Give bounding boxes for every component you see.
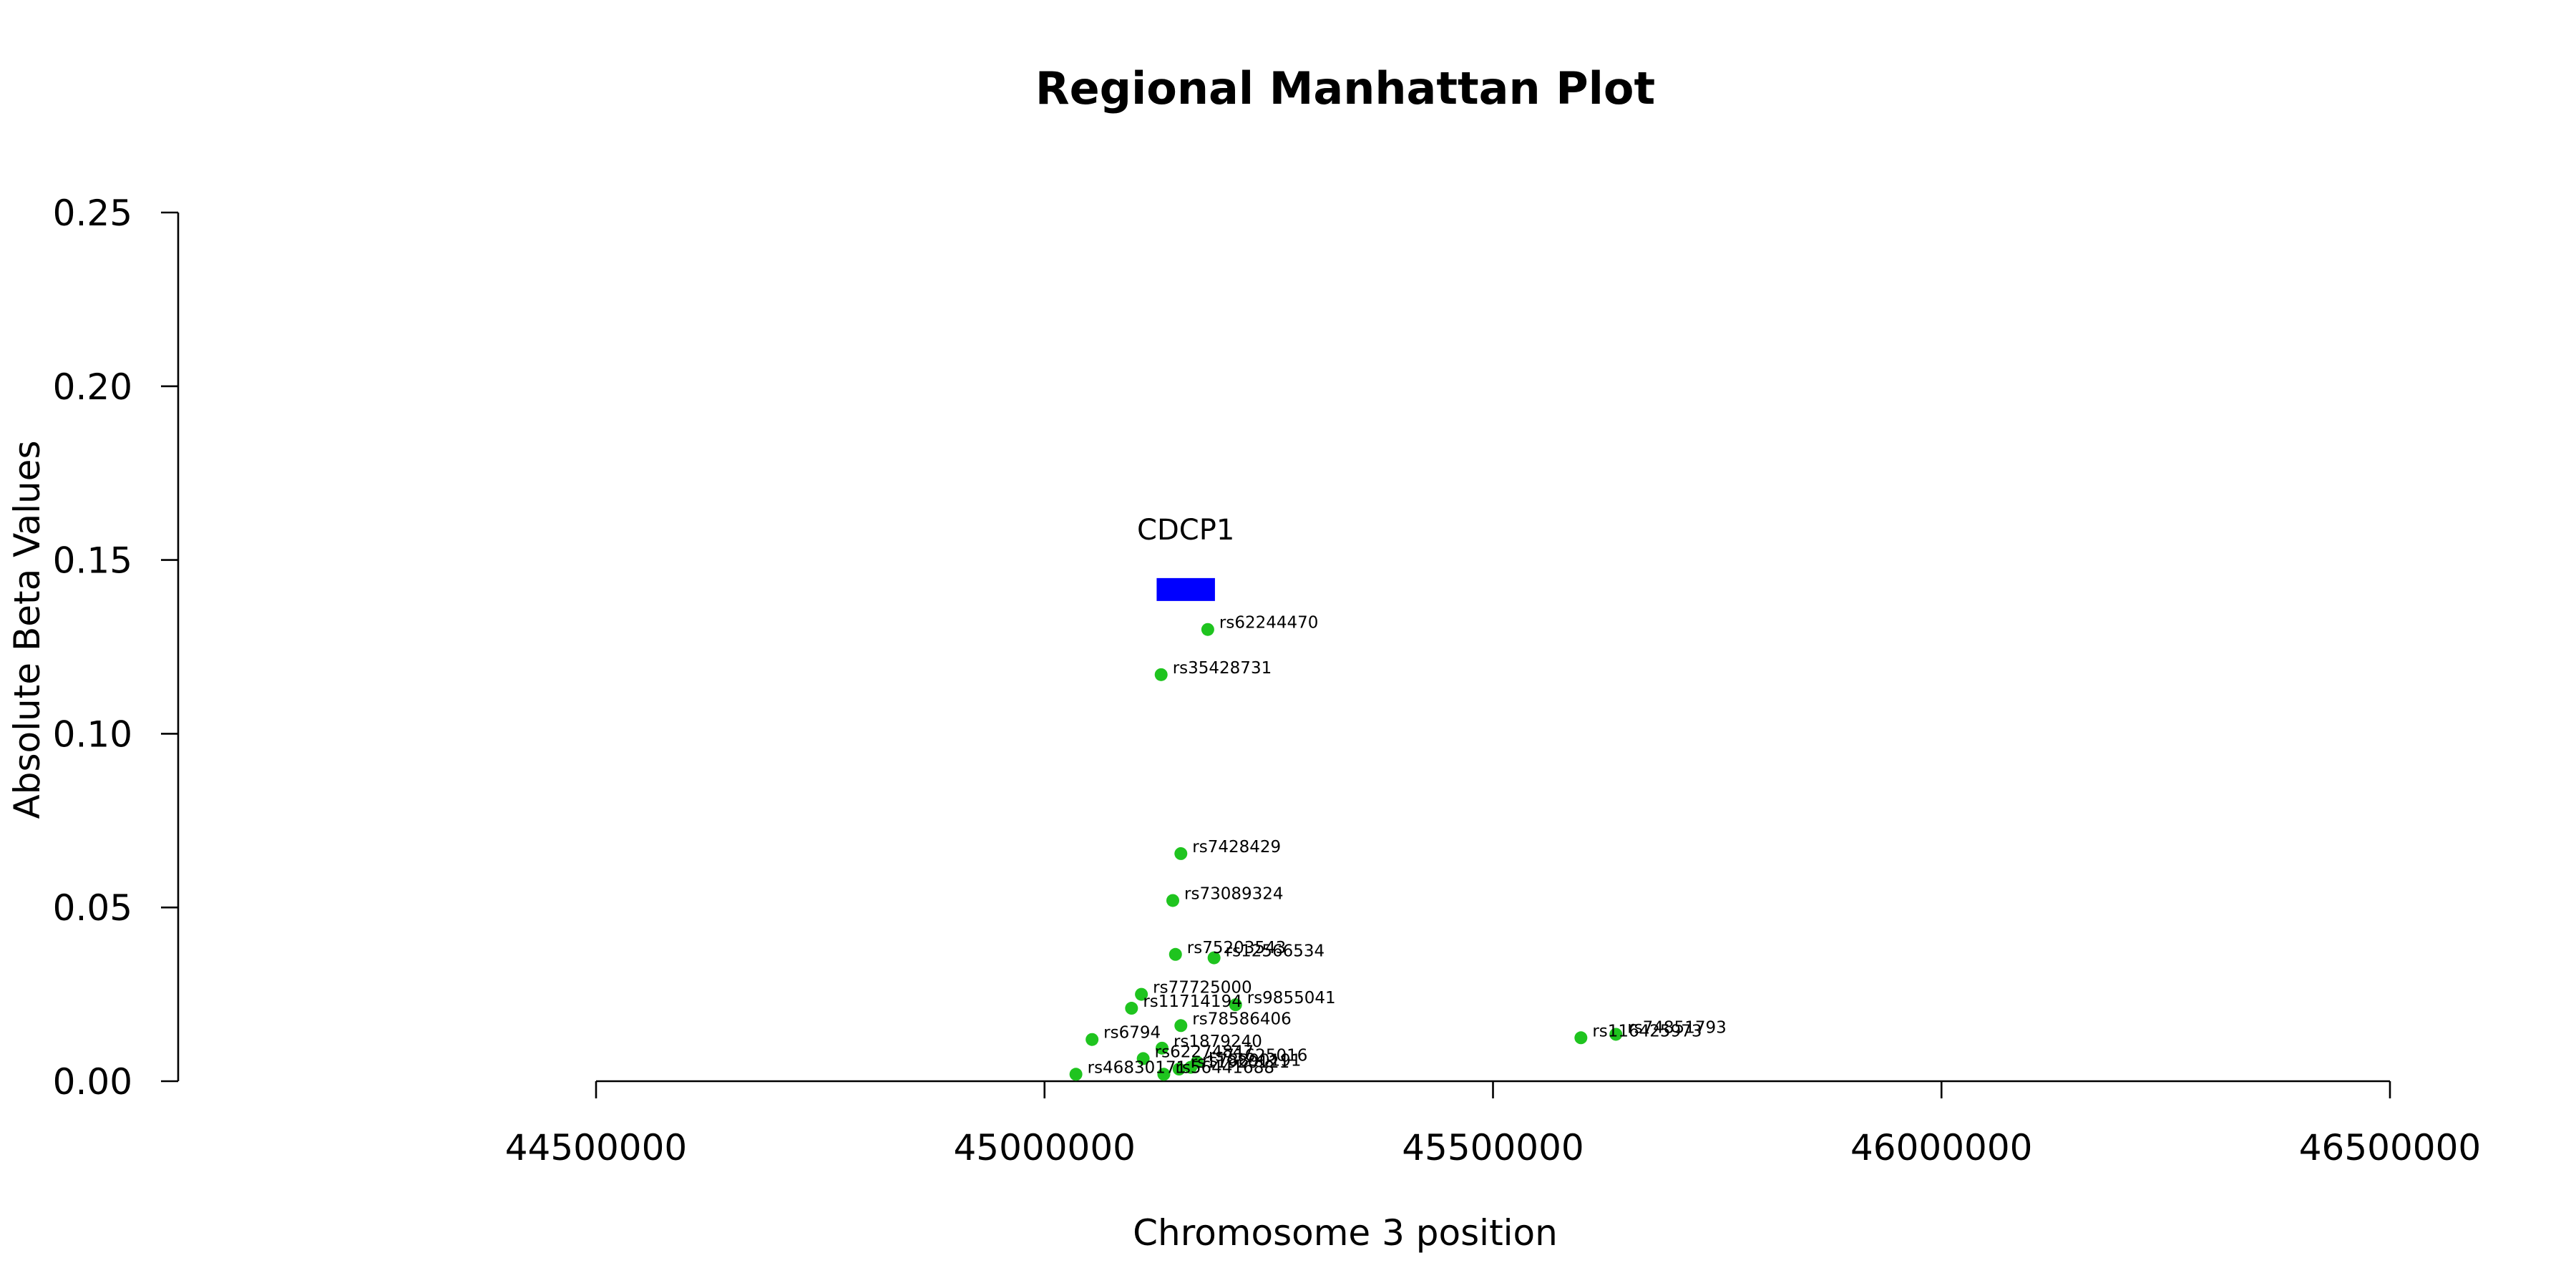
snp-point xyxy=(1155,1041,1169,1055)
snp-label: rs75203543 xyxy=(1187,939,1287,957)
snp-point xyxy=(1229,998,1242,1012)
snp-label: rs78586406 xyxy=(1192,1010,1292,1028)
snp-label: rs1879240 xyxy=(1174,1033,1262,1051)
snp-point xyxy=(1174,847,1188,860)
snp-label: rs78890191 xyxy=(1202,1052,1302,1070)
y-tick-label: 0.15 xyxy=(53,540,132,582)
snp-point xyxy=(1157,1068,1171,1081)
x-ticks: 44500000 45000000 45500000 46000000 46500000 xyxy=(505,1081,2482,1169)
snp-label: rs62274847 xyxy=(1155,1043,1254,1061)
snp-point xyxy=(1184,1060,1198,1074)
snp-label: rs56441688 xyxy=(1175,1058,1274,1077)
snp-labels: rs62244470 rs35428731 rs7428429 rs73089324 r… xyxy=(1088,614,1727,1078)
y-ticks: 0.00 0.05 0.10 0.15 0.20 0.25 xyxy=(53,192,178,1103)
snp-point xyxy=(1154,668,1168,681)
snp-label: rs11920121 xyxy=(1191,1053,1290,1072)
snp-label: rs46830171 xyxy=(1088,1058,1187,1077)
y-tick-label: 0.20 xyxy=(53,366,132,408)
snp-point xyxy=(1166,894,1180,907)
x-tick-label: 45000000 xyxy=(954,1127,1136,1169)
x-axis-title: Chromosome 3 position xyxy=(1133,1212,1558,1254)
snp-point xyxy=(1069,1068,1083,1081)
snp-point xyxy=(1201,623,1214,636)
gene-bar xyxy=(1156,577,1215,601)
snp-label: rs7428429 xyxy=(1192,838,1281,857)
x-tick-label: 46000000 xyxy=(1850,1127,2033,1169)
snp-point xyxy=(1135,987,1148,1001)
gene-label: CDCP1 xyxy=(1137,514,1234,547)
snp-label: rs12566534 xyxy=(1226,942,1325,961)
snp-point xyxy=(1207,951,1221,965)
x-tick-label: 44500000 xyxy=(505,1127,688,1169)
snp-point xyxy=(1169,947,1182,961)
snp-point xyxy=(1172,1063,1186,1076)
y-tick-label: 0.25 xyxy=(53,192,132,234)
snp-label: rs35428731 xyxy=(1173,659,1272,678)
x-tick-label: 46500000 xyxy=(2299,1127,2482,1169)
y-axis-title: Absolute Beta Values xyxy=(6,441,48,819)
chart-title: Regional Manhattan Plot xyxy=(1035,62,1655,114)
snp-point xyxy=(1125,1002,1138,1015)
x-tick-label: 45500000 xyxy=(1402,1127,1584,1169)
snp-point xyxy=(1609,1028,1623,1041)
snp-label: rs11714194 xyxy=(1143,992,1242,1011)
snp-point xyxy=(1574,1031,1588,1045)
y-tick-label: 0.05 xyxy=(53,887,132,929)
snp-point xyxy=(1085,1033,1099,1046)
y-tick-label: 0.10 xyxy=(53,713,132,755)
y-tick-label: 0.00 xyxy=(53,1061,132,1103)
snp-points xyxy=(1069,623,1623,1081)
snp-point xyxy=(1174,1019,1188,1033)
snp-label: rs71625016 xyxy=(1209,1046,1308,1065)
snp-label: rs116425973 xyxy=(1592,1022,1702,1040)
snp-label: rs62244470 xyxy=(1219,614,1319,633)
snp-label: rs73089324 xyxy=(1184,884,1284,903)
snp-label: rs74851793 xyxy=(1627,1018,1727,1037)
snp-label: rs9855041 xyxy=(1247,989,1336,1008)
snp-label: rs77725000 xyxy=(1153,979,1252,997)
snp-point xyxy=(1136,1052,1150,1065)
gene-track: CDCP1 xyxy=(1137,514,1234,601)
snp-label: rs6794 xyxy=(1103,1024,1161,1043)
